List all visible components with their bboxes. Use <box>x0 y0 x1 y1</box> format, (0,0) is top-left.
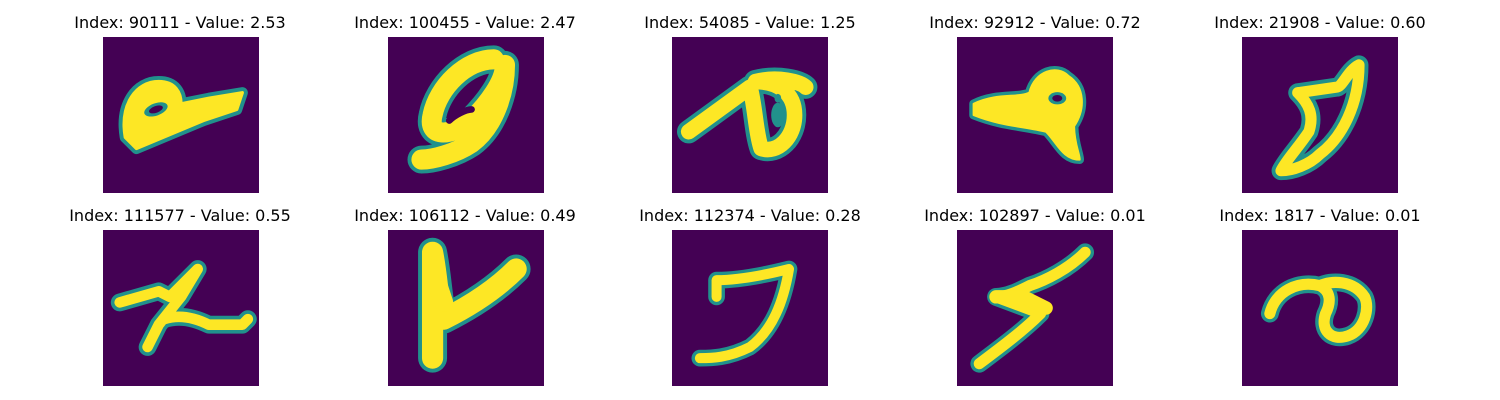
digit-image <box>103 230 259 386</box>
panel-title: Index: 100455 - Value: 2.47 <box>354 13 576 32</box>
panel-title: Index: 90111 - Value: 2.53 <box>74 13 286 32</box>
digit-image <box>672 37 828 193</box>
digit-image <box>388 230 544 386</box>
digit-image <box>957 230 1113 386</box>
digit-image <box>103 37 259 193</box>
panel-title: Index: 54085 - Value: 1.25 <box>644 13 856 32</box>
panel-title: Index: 106112 - Value: 0.49 <box>354 206 576 225</box>
digit-image <box>672 230 828 386</box>
digit-image <box>957 37 1113 193</box>
panel-title: Index: 102897 - Value: 0.01 <box>924 206 1146 225</box>
digit-image <box>1242 37 1398 193</box>
digit-image <box>1242 230 1398 386</box>
panel-title: Index: 112374 - Value: 0.28 <box>639 206 861 225</box>
digit-image <box>388 37 544 193</box>
panel-title: Index: 111577 - Value: 0.55 <box>69 206 291 225</box>
panel-title: Index: 1817 - Value: 0.01 <box>1219 206 1421 225</box>
panel-title: Index: 92912 - Value: 0.72 <box>929 13 1141 32</box>
panel-title: Index: 21908 - Value: 0.60 <box>1214 13 1426 32</box>
